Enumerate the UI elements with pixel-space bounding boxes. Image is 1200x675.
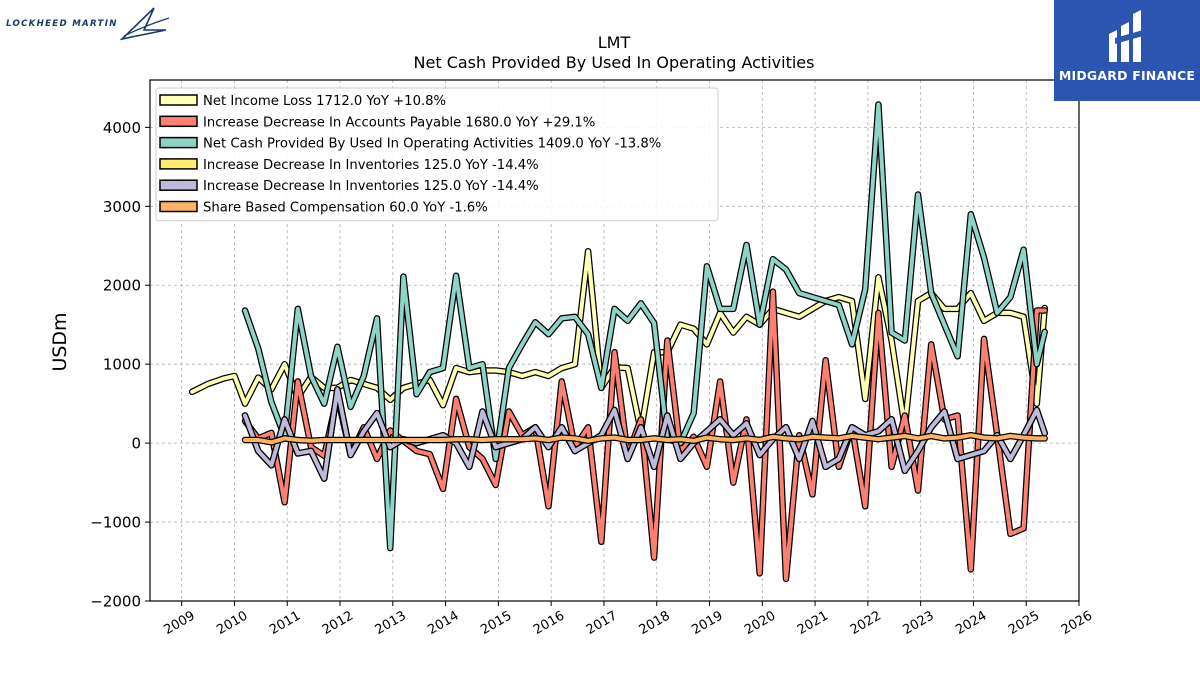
x-tick-label: 2017 xyxy=(584,608,620,638)
midgard-mark-icon xyxy=(1109,10,1143,62)
x-tick-label: 2022 xyxy=(848,608,884,638)
x-tick-label: 2011 xyxy=(267,608,303,638)
sponsor-badge: MIDGARD FINANCE xyxy=(1054,0,1200,101)
x-tick-label: 2019 xyxy=(689,608,725,638)
x-tick-label: 2013 xyxy=(373,608,409,638)
series-line-share_comp xyxy=(243,433,1047,445)
x-tick-label: 2021 xyxy=(795,608,831,638)
legend-swatch-inventories_b xyxy=(159,179,198,191)
series-lines xyxy=(188,101,1048,583)
legend-swatch-accounts_payable xyxy=(159,115,198,128)
legend: Net Income Loss 1712.0 YoY +10.8% Increas… xyxy=(155,87,719,222)
chart-title: LMT xyxy=(598,33,631,52)
x-tick-label: 2012 xyxy=(320,608,356,638)
legend-label-operating_cash: Net Cash Provided By Used In Operating A… xyxy=(203,137,661,152)
star-swoosh-icon xyxy=(119,7,170,41)
brand-logo-text: LOCKHEED MARTIN xyxy=(6,19,118,29)
series-line-inventories_b xyxy=(243,387,1047,481)
x-tick-label: 2015 xyxy=(478,608,514,638)
brand-logo xyxy=(4,6,170,46)
y-tick-label: 1000 xyxy=(103,356,141,374)
y-tick-label: 0 xyxy=(131,435,141,453)
chart-subtitle: Net Cash Provided By Used In Operating A… xyxy=(414,53,815,72)
x-tick-label: 2024 xyxy=(953,608,989,638)
x-tick-label: 2009 xyxy=(162,608,198,638)
y-tick-label: −2000 xyxy=(90,593,141,611)
legend-label-accounts_payable: Increase Decrease In Accounts Payable 16… xyxy=(203,115,595,130)
legend-label-inventories_a: Increase Decrease In Inventories 125.0 Y… xyxy=(203,158,539,173)
x-tick-label: 2026 xyxy=(1059,608,1095,638)
legend-swatch-inventories_a xyxy=(159,158,198,170)
sponsor-name: MIDGARD FINANCE xyxy=(1058,68,1196,83)
x-tick-label: 2025 xyxy=(1006,608,1042,638)
x-tick-label: 2010 xyxy=(214,608,250,638)
y-tick-label: 2000 xyxy=(103,277,141,295)
series-line-accounts_payable xyxy=(243,289,1047,581)
legend-label-share_comp: Share Based Compensation 60.0 YoY -1.6% xyxy=(203,201,488,216)
legend-label-net_income: Net Income Loss 1712.0 YoY +10.8% xyxy=(203,94,446,109)
legend-label-inventories_b: Increase Decrease In Inventories 125.0 Y… xyxy=(203,179,539,194)
y-tick-label: −1000 xyxy=(90,514,141,532)
y-tick-label: 4000 xyxy=(103,119,141,137)
x-tick-label: 2023 xyxy=(900,608,936,638)
y-tick-label: 3000 xyxy=(103,198,141,216)
x-tick-label: 2018 xyxy=(637,608,673,638)
legend-swatch-share_comp xyxy=(159,200,198,213)
y-axis-label: USDm xyxy=(49,312,71,371)
legend-box xyxy=(155,87,719,222)
x-tick-label: 2020 xyxy=(742,608,778,638)
series-line-operating_cash xyxy=(243,102,1047,551)
x-tick-label: 2014 xyxy=(425,608,461,638)
legend-swatch-operating_cash xyxy=(159,136,198,149)
x-tick-label: 2016 xyxy=(531,608,567,638)
plot-frame xyxy=(149,79,1080,602)
legend-swatch-net_income xyxy=(159,94,198,106)
